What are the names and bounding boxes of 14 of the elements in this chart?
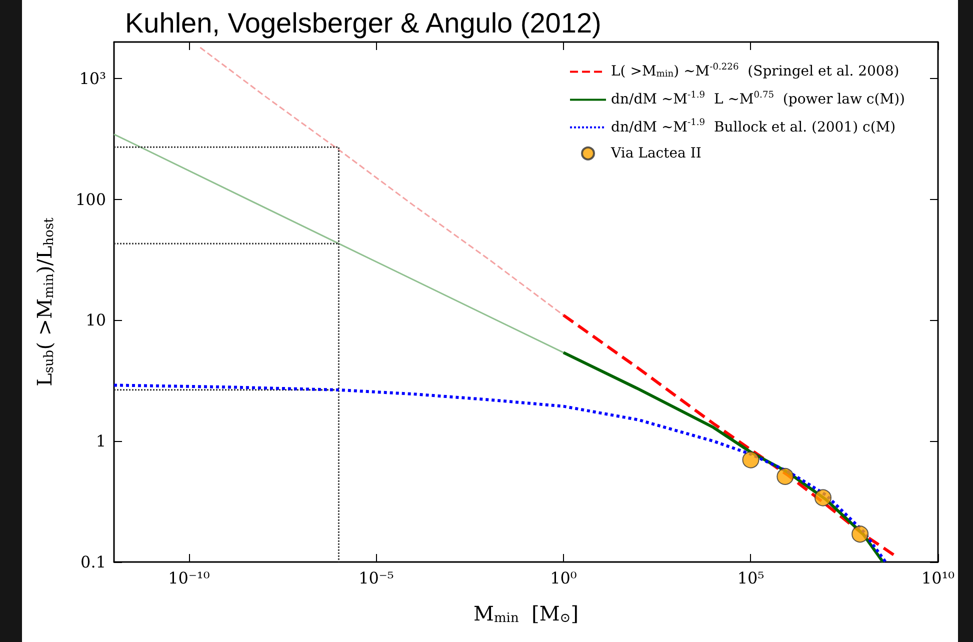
x-tick-label: 10⁻¹⁰ bbox=[168, 568, 210, 588]
x-tick-label: 10¹⁰ bbox=[921, 568, 955, 588]
y-tick-label: 0.1 bbox=[80, 552, 106, 572]
y-tick-label: 10³ bbox=[79, 68, 106, 88]
x-tick-label: 10⁻⁵ bbox=[358, 568, 394, 588]
y-tick-label: 100 bbox=[75, 190, 106, 209]
y-tick-label: 10 bbox=[86, 310, 106, 330]
legend-label: Via Lactea II bbox=[610, 145, 702, 162]
y-tick-label: 1 bbox=[96, 432, 106, 451]
y-axis-title: Lsub( >Mmin)/Lhost bbox=[32, 216, 57, 386]
x-tick-label: 10⁵ bbox=[737, 568, 764, 588]
x-axis-title: Mmin [M⊙] bbox=[473, 602, 579, 626]
x-tick-label: 10⁰ bbox=[550, 568, 577, 588]
chart-title: Kuhlen, Vogelsberger & Angulo (2012) bbox=[125, 8, 602, 38]
